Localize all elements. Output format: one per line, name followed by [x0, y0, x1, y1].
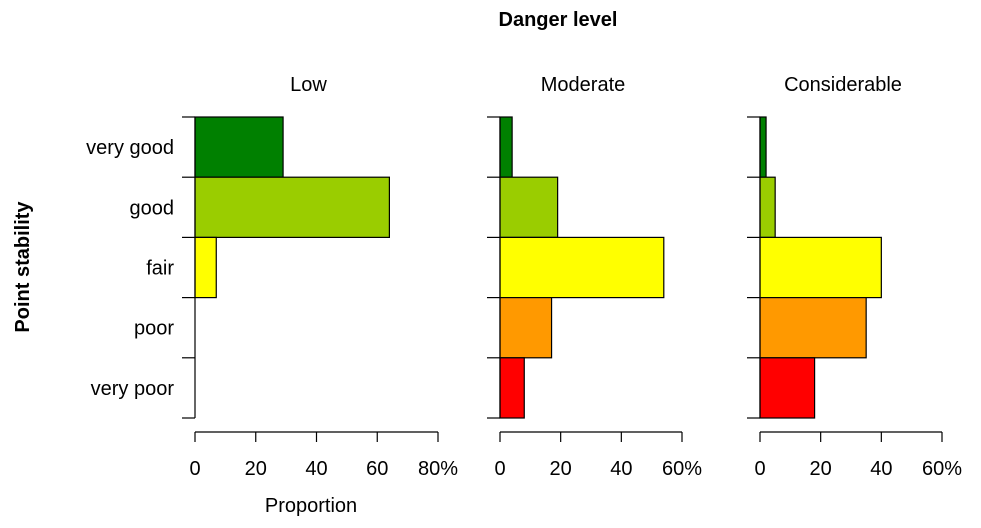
bar-low-very-good — [194, 116, 284, 178]
x-tick-label-considerable-1: 20 — [810, 458, 832, 480]
x-tick-label-moderate-0: 0 — [494, 458, 505, 480]
bar-low-fair — [194, 236, 217, 299]
panel-title-low: Low — [290, 74, 327, 96]
bar-moderate-fair — [499, 236, 665, 299]
bar-low-good — [194, 176, 390, 238]
x-tick-label-considerable-2: 40 — [870, 458, 892, 480]
x-tick-label-moderate-3: 60% — [662, 458, 702, 480]
category-label-fair: fair — [146, 258, 174, 280]
bar-considerable-good — [759, 176, 776, 238]
bar-moderate-very-poor — [499, 357, 525, 419]
x-axis-label: Proportion — [265, 495, 357, 517]
x-tick-label-low-0: 0 — [189, 458, 200, 480]
x-tick-label-low-2: 40 — [305, 458, 327, 480]
y-axis-label: Point stability — [12, 201, 34, 333]
panel-moderate: Moderate 0 20 40 60% — [487, 74, 702, 480]
bar-moderate-good — [499, 176, 559, 238]
panel-considerable: Considerable 0 20 40 60% — [747, 74, 962, 480]
x-tick-label-low-3: 60 — [366, 458, 388, 480]
category-label-good: good — [130, 197, 175, 219]
bar-moderate-poor — [499, 297, 553, 359]
x-tick-label-moderate-1: 20 — [550, 458, 572, 480]
bar-considerable-very-good — [759, 116, 767, 178]
chart-title: Danger level — [499, 9, 618, 31]
panel-low: Low 0 20 40 60 80% — [182, 74, 458, 480]
panel-title-moderate: Moderate — [541, 74, 626, 96]
x-tick-label-low-1: 20 — [245, 458, 267, 480]
x-tick-label-low-4: 80% — [418, 458, 458, 480]
x-tick-label-moderate-2: 40 — [610, 458, 632, 480]
category-label-poor: poor — [134, 318, 174, 340]
category-label-very-good: very good — [86, 137, 174, 159]
x-tick-label-considerable-3: 60% — [922, 458, 962, 480]
bar-considerable-poor — [759, 297, 867, 359]
x-tick-label-considerable-0: 0 — [754, 458, 765, 480]
bar-moderate-very-good — [499, 116, 513, 178]
category-label-very-poor: very poor — [91, 378, 175, 400]
bar-considerable-fair — [759, 236, 882, 299]
panel-title-considerable: Considerable — [784, 74, 902, 96]
bar-considerable-very-poor — [759, 357, 816, 419]
